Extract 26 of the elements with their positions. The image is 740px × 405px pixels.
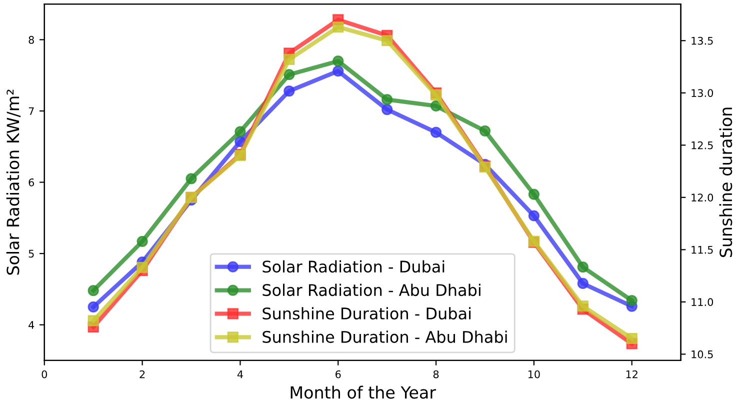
- y-tick-label: 7: [28, 107, 34, 115]
- legend-label: Solar Radiation - Abu Dhabi: [262, 284, 480, 296]
- y-axis-title: Solar Radiation KW/m²: [6, 90, 21, 275]
- y2-axis-title: Sunshine duration: [719, 108, 732, 258]
- legend-label: Sunshine Duration - Dubai: [262, 307, 471, 320]
- x-tick-label: 12: [626, 370, 638, 378]
- x-axis-title: Month of the Year: [290, 386, 436, 399]
- y2-tick-label: 10.5: [692, 350, 713, 358]
- y2-tick-label: 12.5: [692, 141, 713, 150]
- y-tick-label: 8: [28, 36, 34, 44]
- x-tick-label: 2: [140, 370, 145, 378]
- y2-tick-label: 11.0: [692, 298, 714, 306]
- x-tick-label: 0: [42, 370, 48, 378]
- x-tick-label: 6: [336, 370, 341, 378]
- y-tick-label: 4: [28, 321, 34, 329]
- legend-label: Solar Radiation - Dubai: [262, 260, 444, 273]
- y-tick-label: 5: [28, 250, 34, 258]
- y-tick-label: 6: [28, 178, 34, 186]
- y2-tick-label: 13.5: [692, 36, 713, 45]
- x-tick-label: 8: [433, 370, 439, 378]
- y2-tick-label: 13.0: [692, 89, 714, 97]
- legend-label: Sunshine Duration - Abu Dhabi: [262, 330, 507, 343]
- y2-tick-label: 11.5: [692, 246, 713, 254]
- x-tick-label: 10: [528, 370, 540, 378]
- y2-tick-label: 12.0: [692, 194, 714, 202]
- x-tick-label: 4: [237, 370, 243, 378]
